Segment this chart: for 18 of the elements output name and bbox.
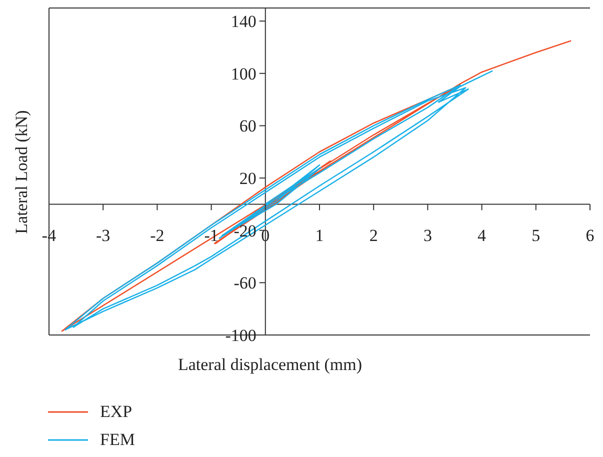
line-series — [64, 70, 494, 330]
x-tick-label: -3 — [96, 226, 110, 246]
x-tick-label: 5 — [532, 226, 540, 246]
y-tick-label: 20 — [239, 169, 256, 188]
x-axis-title: Lateral displacement (mm) — [176, 355, 364, 375]
y-tick-label: 140 — [230, 12, 256, 32]
y-tick-label: -60 — [234, 274, 256, 293]
x-tick-label: 1 — [315, 226, 324, 246]
legend-label: FEM — [100, 430, 135, 450]
x-tick-label: -2 — [150, 226, 164, 246]
x-tick-label: 2 — [369, 226, 378, 246]
x-tick-label: 3 — [423, 226, 432, 246]
legend-label: EXP — [100, 402, 132, 422]
y-axis-title: Lateral Load (kN) — [12, 110, 32, 234]
x-tick-label: 4 — [478, 226, 487, 246]
y-tick-label: 60 — [239, 116, 256, 136]
y-tick-label: 100 — [230, 64, 256, 84]
x-tick-label: 6 — [586, 226, 594, 246]
